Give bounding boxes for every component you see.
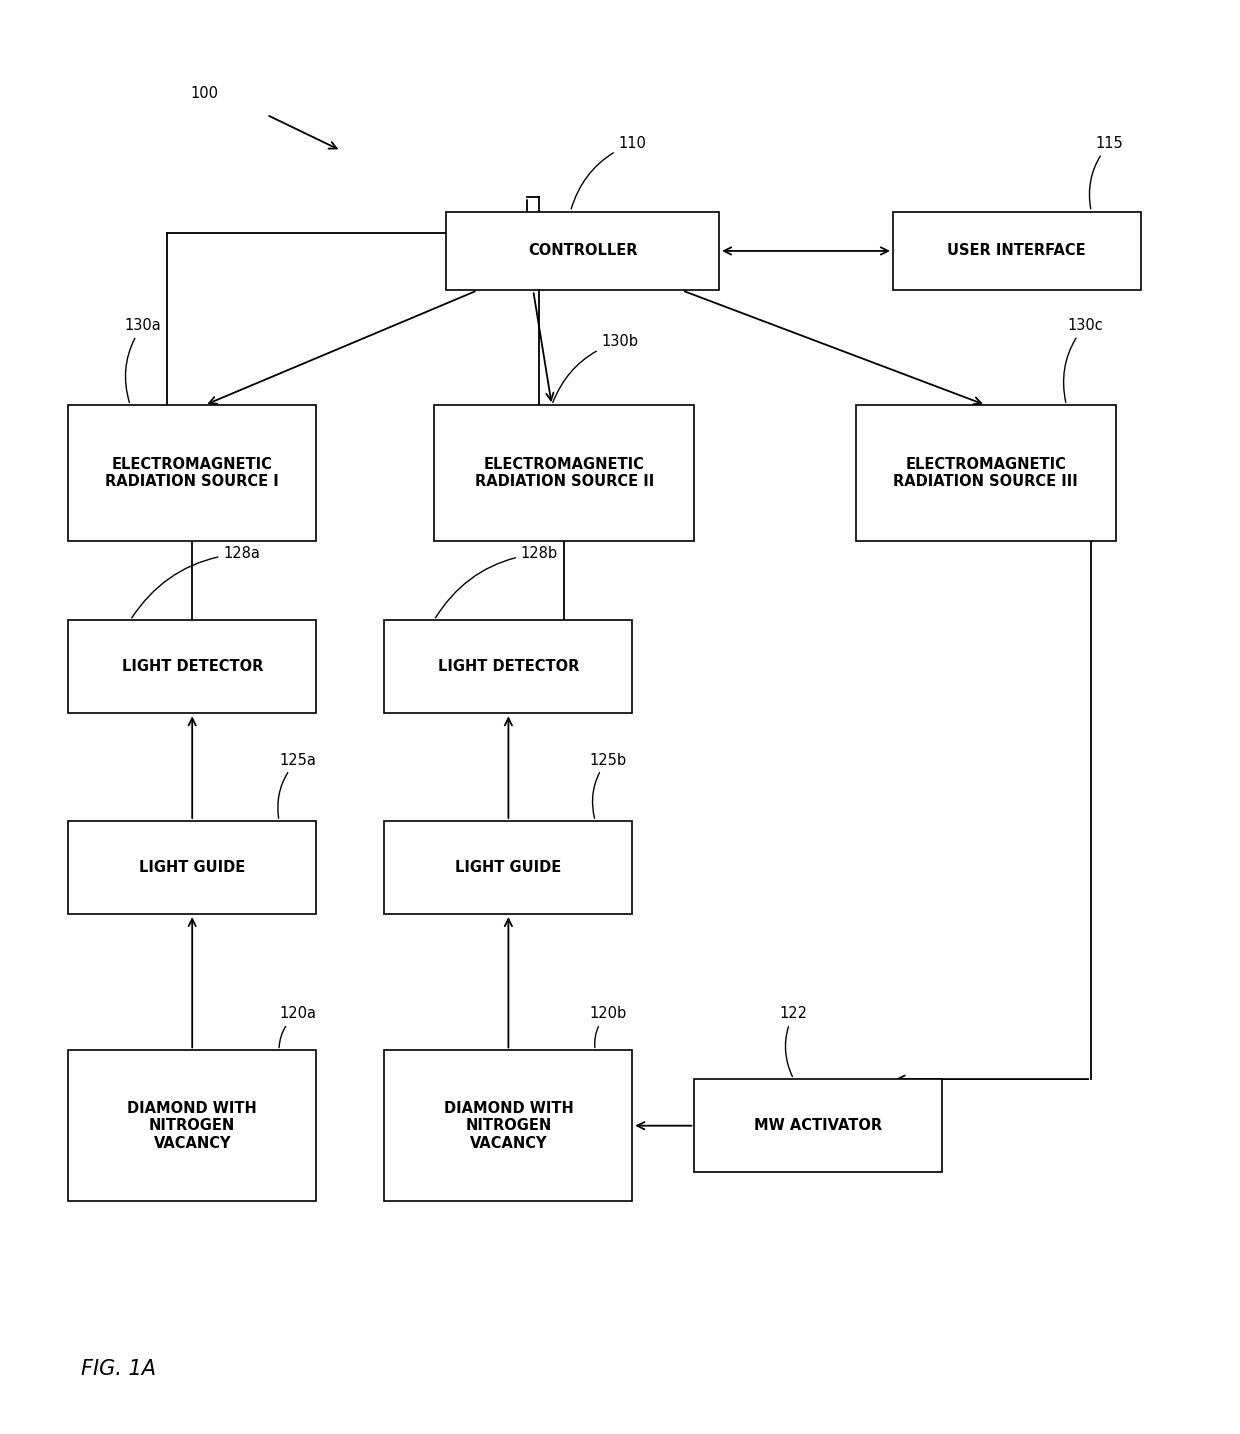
Bar bbox=[446, 211, 719, 290]
Text: DIAMOND WITH
NITROGEN
VACANCY: DIAMOND WITH NITROGEN VACANCY bbox=[444, 1101, 573, 1150]
Bar bbox=[434, 406, 694, 541]
Text: 120a: 120a bbox=[279, 1007, 316, 1048]
Text: 125b: 125b bbox=[589, 753, 626, 819]
Text: FIG. 1A: FIG. 1A bbox=[81, 1359, 155, 1380]
Bar bbox=[384, 619, 632, 713]
Text: 115: 115 bbox=[1090, 136, 1123, 209]
Text: 130b: 130b bbox=[553, 334, 639, 403]
Bar bbox=[384, 820, 632, 915]
Text: DIAMOND WITH
NITROGEN
VACANCY: DIAMOND WITH NITROGEN VACANCY bbox=[128, 1101, 257, 1150]
Text: LIGHT DETECTOR: LIGHT DETECTOR bbox=[438, 660, 579, 674]
Bar bbox=[694, 1080, 942, 1173]
Text: 125a: 125a bbox=[278, 753, 316, 819]
Text: 110: 110 bbox=[572, 136, 646, 209]
Bar bbox=[68, 619, 316, 713]
Text: 130c: 130c bbox=[1064, 318, 1102, 403]
Text: 128b: 128b bbox=[435, 546, 558, 618]
Bar bbox=[893, 211, 1141, 290]
Text: LIGHT DETECTOR: LIGHT DETECTOR bbox=[122, 660, 263, 674]
Text: 100: 100 bbox=[191, 86, 218, 100]
Text: ELECTROMAGNETIC
RADIATION SOURCE I: ELECTROMAGNETIC RADIATION SOURCE I bbox=[105, 457, 279, 489]
Text: 128a: 128a bbox=[131, 546, 260, 618]
Text: LIGHT GUIDE: LIGHT GUIDE bbox=[139, 860, 246, 875]
Bar bbox=[856, 406, 1116, 541]
Bar bbox=[68, 406, 316, 541]
Bar bbox=[384, 1050, 632, 1202]
Text: USER INTERFACE: USER INTERFACE bbox=[947, 244, 1086, 258]
Text: ELECTROMAGNETIC
RADIATION SOURCE III: ELECTROMAGNETIC RADIATION SOURCE III bbox=[894, 457, 1078, 489]
Text: LIGHT GUIDE: LIGHT GUIDE bbox=[455, 860, 562, 875]
Bar bbox=[68, 1050, 316, 1202]
Text: ELECTROMAGNETIC
RADIATION SOURCE II: ELECTROMAGNETIC RADIATION SOURCE II bbox=[475, 457, 653, 489]
Text: 130a: 130a bbox=[124, 318, 161, 403]
Text: 122: 122 bbox=[780, 1007, 807, 1077]
Bar bbox=[68, 820, 316, 915]
Text: CONTROLLER: CONTROLLER bbox=[528, 244, 637, 258]
Text: MW ACTIVATOR: MW ACTIVATOR bbox=[754, 1119, 883, 1133]
Text: 120b: 120b bbox=[589, 1007, 626, 1048]
